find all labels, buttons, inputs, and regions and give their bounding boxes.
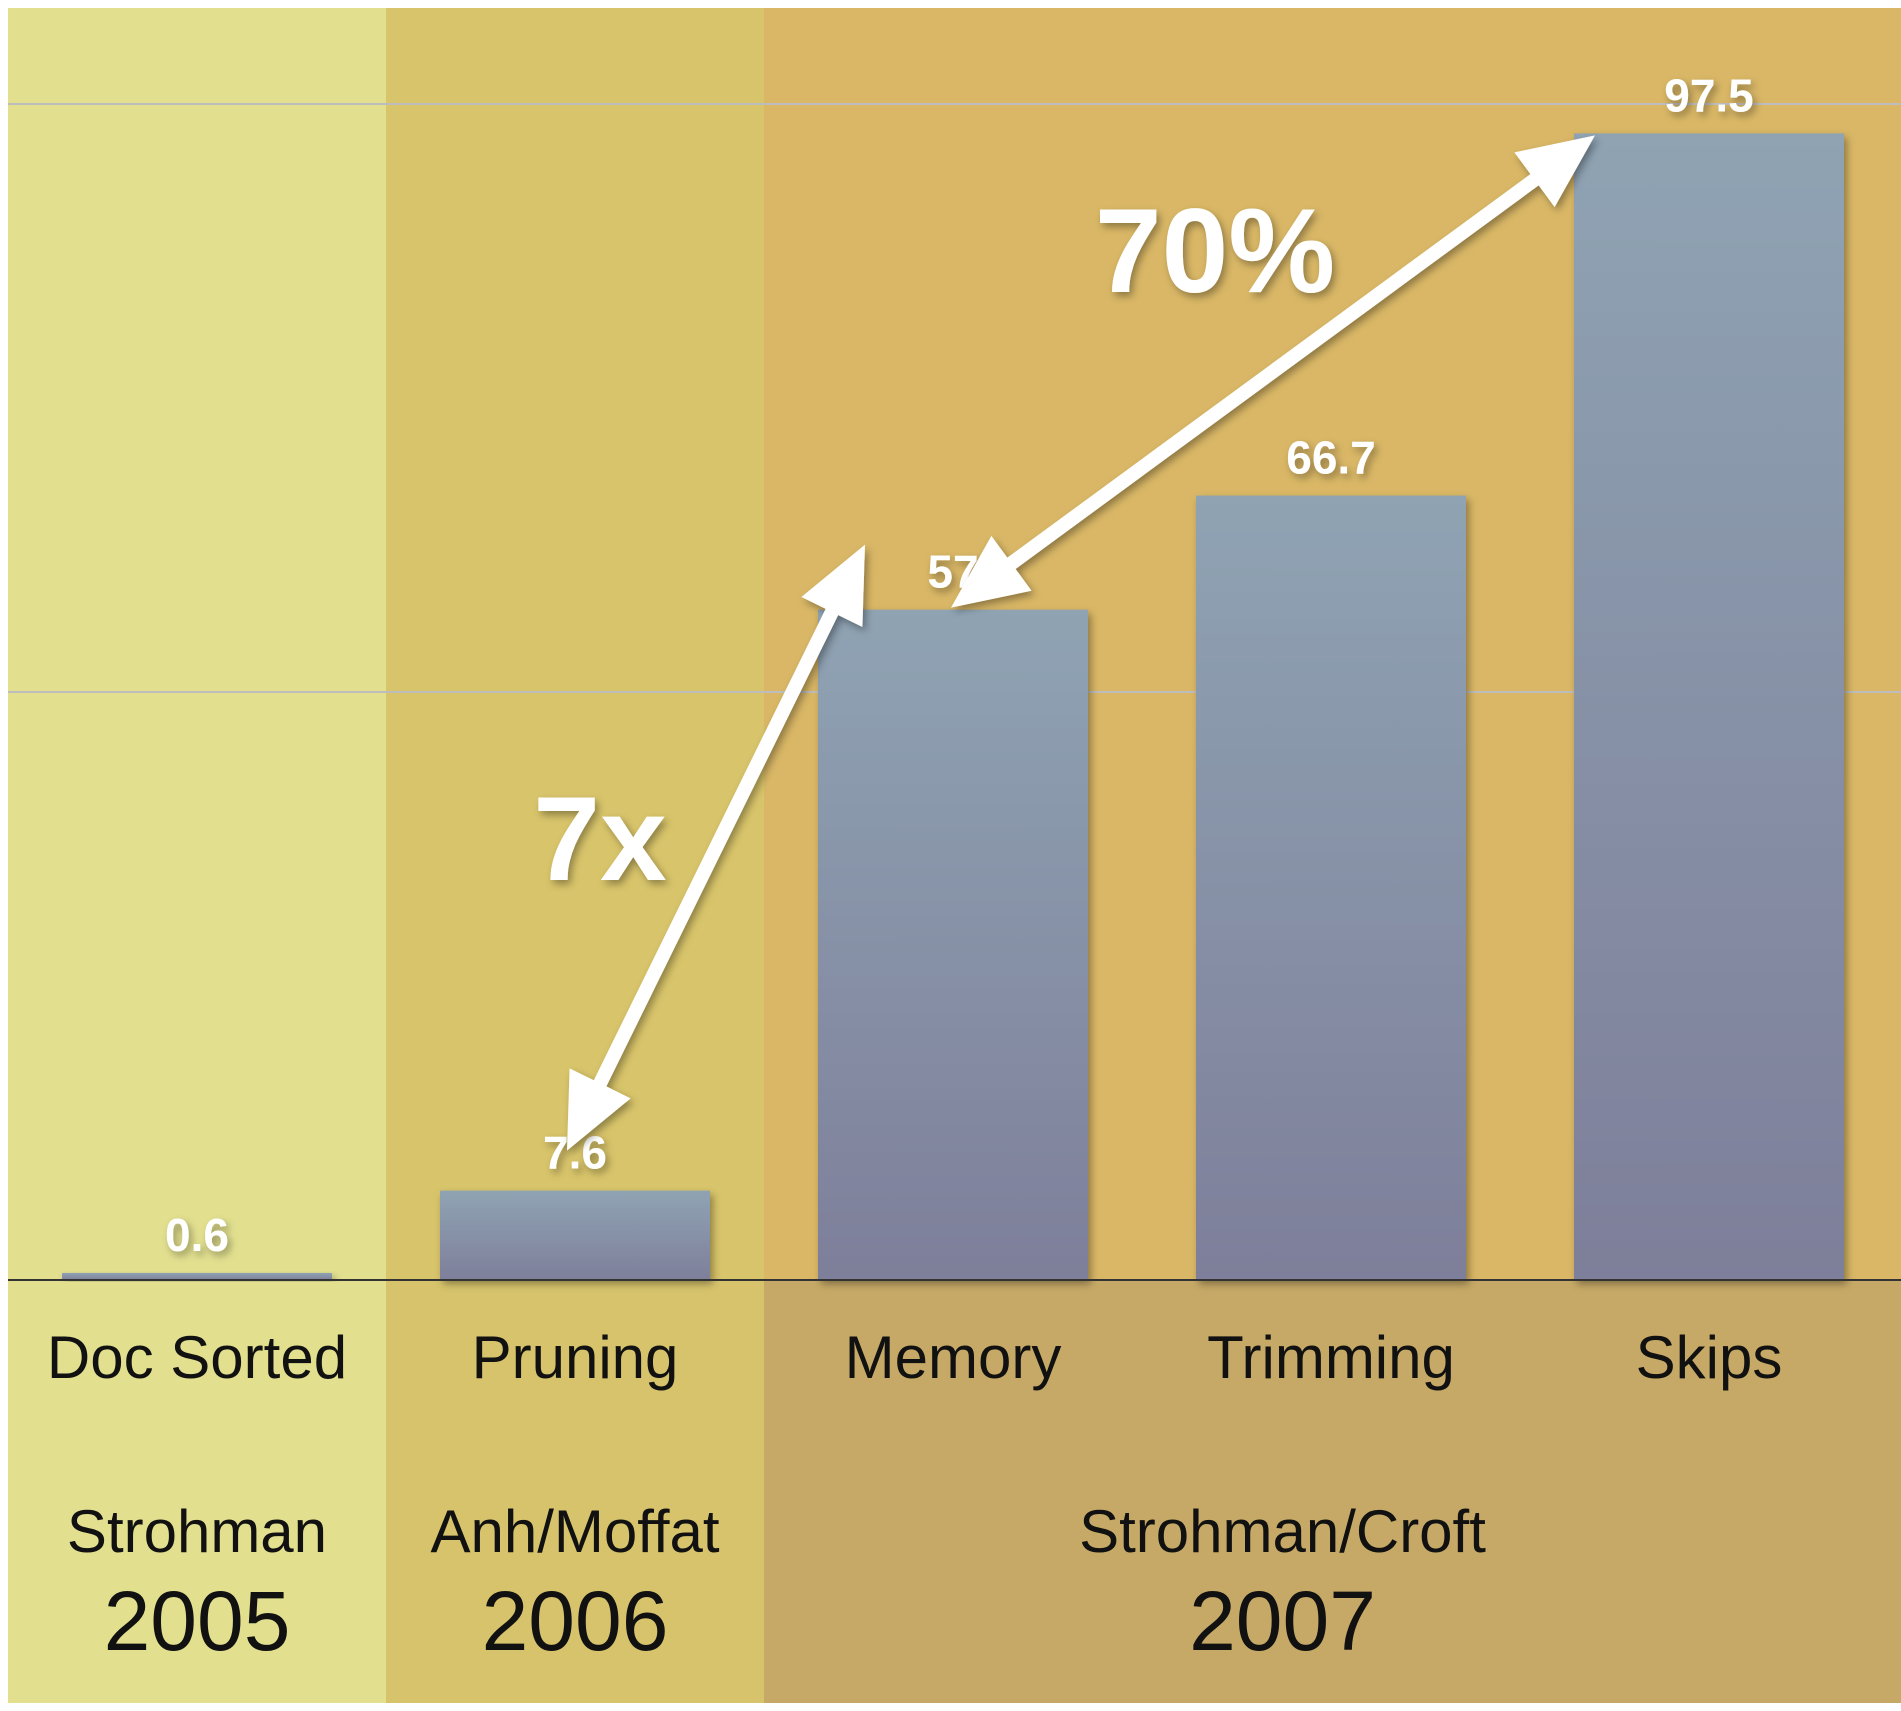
band-2006: [386, 8, 764, 1280]
category-labels: Doc Sorted Pruning Memory Trimming Skips: [47, 1324, 1782, 1391]
group-year-2006: 2006: [482, 1574, 669, 1668]
category-label-skips: Skips: [1636, 1324, 1783, 1391]
bar-skips: [1574, 133, 1844, 1280]
arrow-70-percent: [951, 135, 1595, 608]
group-author-strohman: Strohman: [67, 1498, 327, 1565]
bar-doc-sorted: [62, 1272, 332, 1280]
bar-trimming: [1196, 495, 1466, 1280]
group-year-2007: 2007: [1189, 1574, 1376, 1668]
band-lower-2007: [764, 1280, 1901, 1703]
band-2005: [8, 8, 386, 1280]
bar-series: [62, 133, 1844, 1280]
category-label-memory: Memory: [845, 1324, 1062, 1391]
band-lower-2005: [8, 1280, 386, 1703]
group-author-strohman-croft: Strohman/Croft: [1079, 1498, 1486, 1565]
group-labels: Strohman 2005 Anh/Moffat 2006 Strohman/Croft…: [67, 1498, 1486, 1668]
value-label-skips: 97.5: [1664, 69, 1754, 121]
bar-pruning: [440, 1190, 710, 1280]
arrow-7x: [567, 544, 865, 1151]
category-label-doc-sorted: Doc Sorted: [47, 1324, 347, 1391]
band-lower-2006: [386, 1280, 764, 1703]
group-year-2005: 2005: [104, 1574, 291, 1668]
group-author-anh-moffat: Anh/Moffat: [430, 1498, 719, 1565]
value-label-trimming: 66.7: [1286, 432, 1376, 484]
annotation-7x: 7x: [533, 772, 666, 906]
bar-memory: [818, 609, 1088, 1280]
annotation-70-percent: 70%: [1095, 184, 1335, 318]
value-label-doc-sorted: 0.6: [165, 1209, 229, 1261]
category-label-pruning: Pruning: [472, 1324, 679, 1391]
annotations: 7x 70%: [533, 135, 1595, 1151]
category-label-trimming: Trimming: [1207, 1324, 1455, 1391]
